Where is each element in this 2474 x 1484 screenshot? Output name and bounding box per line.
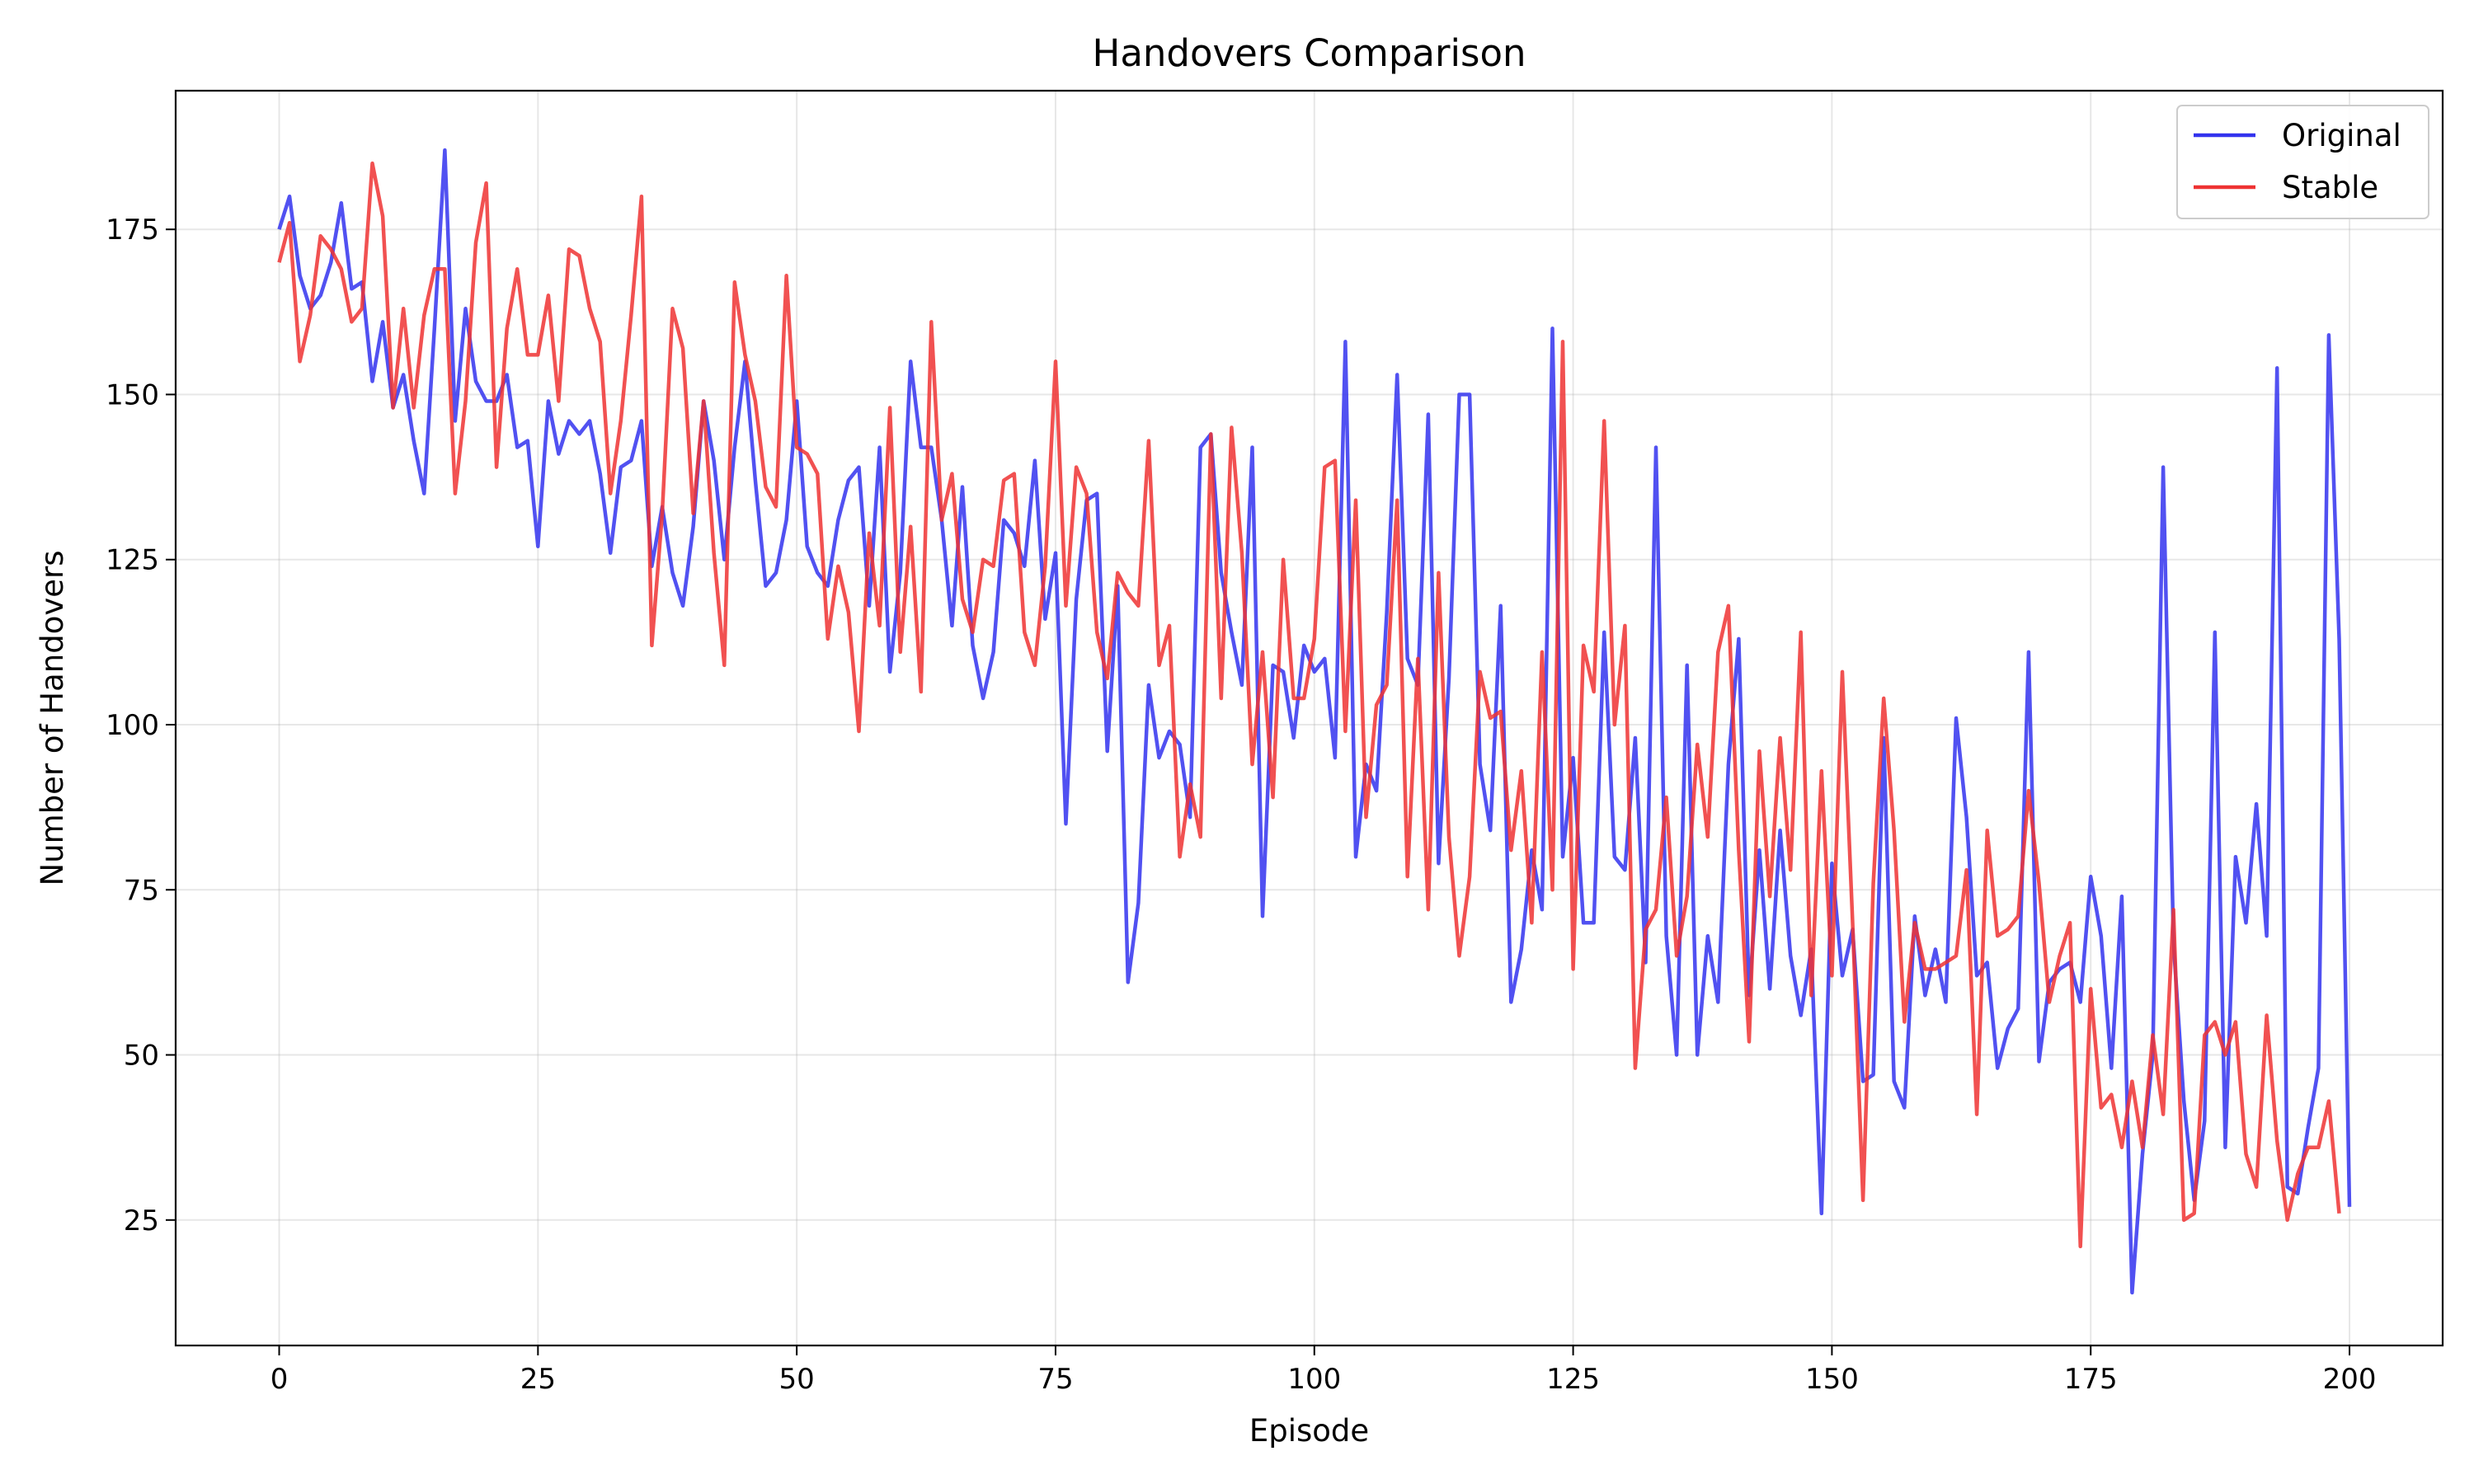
legend: Original Stable: [2176, 105, 2429, 219]
axis-ticks: 0 25 50 75 100 125 150 175 200 25 50 75 100 125 150 175: [106, 214, 2376, 1396]
x-tick-label: 50: [779, 1363, 815, 1396]
x-tick-label: 125: [1546, 1363, 1600, 1396]
series-lines: [277, 148, 2352, 1295]
grid-lines: [176, 91, 2443, 1345]
series-line-stable: [277, 161, 2341, 1249]
chart-title: Handovers Comparison: [1092, 31, 1526, 75]
y-tick-label: 25: [124, 1205, 159, 1237]
y-tick-label: 75: [124, 874, 159, 907]
x-tick-label: 25: [520, 1363, 556, 1396]
x-tick-label: 200: [2323, 1363, 2377, 1396]
x-tick-label: 150: [1805, 1363, 1859, 1396]
plot-area-frame: [174, 89, 2444, 1347]
y-tick-label: 125: [106, 544, 159, 577]
legend-label-original: Original: [2282, 118, 2401, 153]
x-tick-label: 75: [1037, 1363, 1073, 1396]
legend-label-stable: Stable: [2282, 170, 2378, 205]
x-axis-label: Episode: [1249, 1413, 1369, 1449]
x-tick-label: 100: [1287, 1363, 1341, 1396]
x-tick-label: 0: [270, 1363, 289, 1396]
y-tick-label: 175: [106, 214, 159, 247]
y-tick-label: 150: [106, 378, 159, 411]
series-line-original: [277, 148, 2352, 1295]
y-tick-label: 100: [106, 709, 159, 742]
y-axis-label: Number of Handovers: [35, 550, 70, 885]
y-tick-label: 50: [124, 1040, 159, 1073]
x-tick-label: 175: [2064, 1363, 2118, 1396]
